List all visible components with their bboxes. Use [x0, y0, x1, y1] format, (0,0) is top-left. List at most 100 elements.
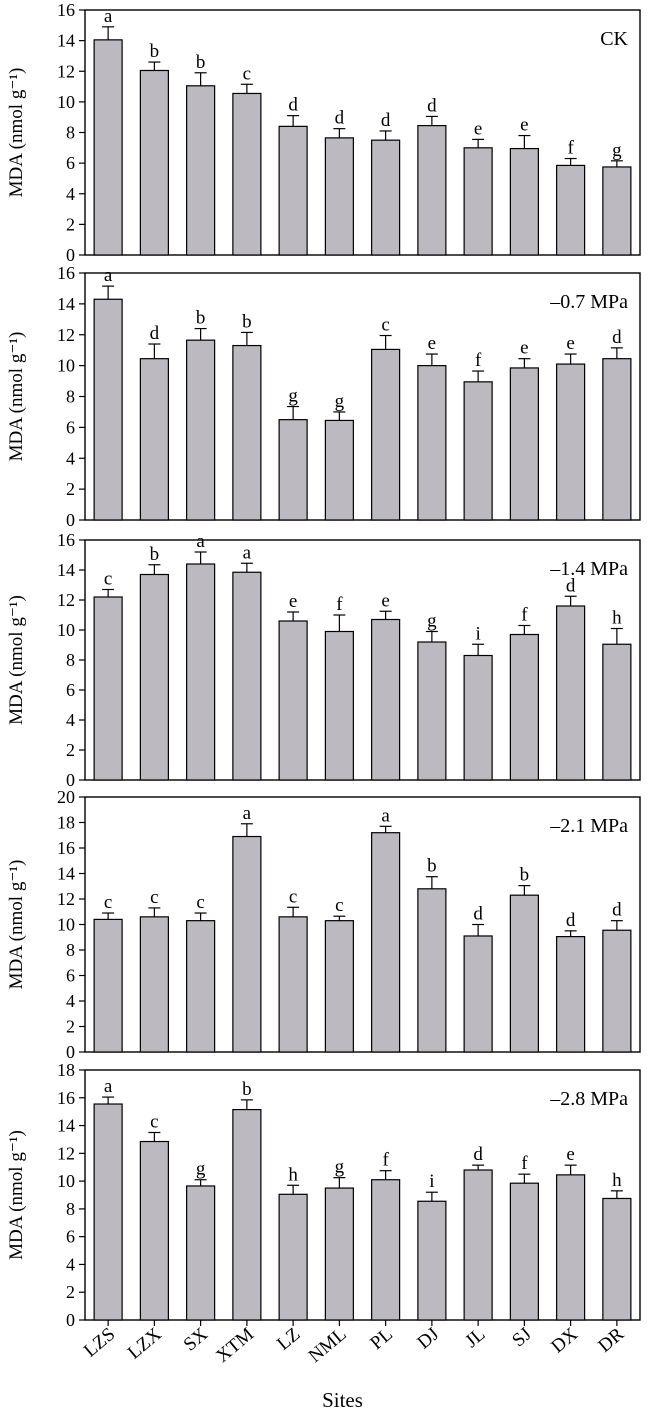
bar-2-JL [463, 654, 493, 781]
significance-letter-1-5: g [335, 391, 345, 412]
y-tick-label-4: 12 [57, 1143, 75, 1163]
y-tick-label-0: 12 [57, 61, 75, 81]
significance-letter-1-10: e [566, 333, 574, 354]
y-tick-label-1: 14 [57, 294, 75, 314]
bar-4-LZS [93, 1103, 123, 1321]
significance-letter-0-1: b [150, 41, 160, 62]
y-tick-label-3: 10 [57, 915, 75, 935]
significance-letter-3-7: b [427, 856, 437, 877]
x-tick-label-LZX: LZX [124, 1324, 166, 1364]
y-tick-label-2: 14 [57, 560, 75, 580]
y-tick-label-0: 4 [66, 184, 75, 204]
significance-letter-0-3: c [243, 63, 251, 84]
y-tick-label-2: 4 [66, 710, 75, 730]
bar-1-SJ [509, 367, 539, 521]
bar-0-DX [556, 164, 586, 256]
bar-0-XTM [232, 92, 262, 256]
y-tick-label-3: 18 [57, 813, 75, 833]
bar-3-NML [324, 920, 354, 1053]
y-tick-label-4: 2 [66, 1282, 75, 1302]
significance-letter-2-0: c [104, 569, 112, 590]
bar-1-PL [371, 348, 401, 521]
significance-letter-2-11: h [612, 608, 622, 629]
bar-4-DX [556, 1174, 586, 1321]
significance-letter-3-1: c [150, 887, 158, 908]
significance-letter-1-11: d [612, 327, 622, 348]
significance-letter-1-0: a [104, 265, 113, 286]
x-axis-label: Sites [322, 1388, 363, 1412]
significance-letter-0-6: d [381, 110, 391, 131]
bar-4-SJ [509, 1182, 539, 1321]
bar-2-SX [186, 563, 216, 781]
bar-1-DR [602, 358, 632, 521]
bar-2-DX [556, 605, 586, 781]
y-tick-label-0: 10 [57, 92, 75, 112]
significance-letter-0-2: b [196, 52, 206, 73]
y-tick-label-1: 2 [66, 479, 75, 499]
significance-letter-0-0: a [104, 6, 113, 27]
significance-letter-4-0: a [104, 1076, 113, 1097]
significance-letter-3-10: d [566, 910, 576, 931]
significance-letter-4-11: h [612, 1170, 622, 1191]
y-axis-label-1: MDA (nmol g⁻¹) [6, 332, 27, 462]
y-tick-label-3: 6 [66, 966, 75, 986]
bar-4-JL [463, 1169, 493, 1321]
bar-0-DJ [417, 125, 447, 256]
bar-0-SX [186, 85, 216, 256]
y-tick-label-1: 4 [66, 448, 75, 468]
significance-letter-1-7: e [428, 333, 436, 354]
bar-3-SX [186, 920, 216, 1053]
significance-letter-2-5: f [336, 594, 343, 615]
bar-4-NML [324, 1187, 354, 1321]
significance-letter-3-4: c [289, 886, 297, 907]
significance-letter-4-10: e [566, 1144, 574, 1165]
bar-3-SJ [509, 894, 539, 1053]
bar-0-LZS [93, 39, 123, 256]
significance-letter-4-6: f [382, 1150, 389, 1171]
y-tick-label-0: 14 [57, 31, 75, 51]
y-tick-label-1: 8 [66, 387, 75, 407]
bar-3-DJ [417, 888, 447, 1053]
bar-0-PL [371, 139, 401, 256]
bar-4-DJ [417, 1200, 447, 1321]
significance-letter-3-9: b [520, 865, 530, 886]
significance-letter-0-8: e [474, 118, 482, 139]
bar-2-SJ [509, 633, 539, 781]
panel-label-4: –2.8 MPa [549, 1088, 628, 1110]
bar-4-XTM [232, 1108, 262, 1321]
y-tick-label-1: 6 [66, 417, 75, 437]
y-tick-label-2: 12 [57, 590, 75, 610]
bar-2-LZS [93, 596, 123, 781]
significance-letter-2-1: b [150, 544, 160, 565]
y-tick-label-3: 0 [66, 1042, 75, 1062]
significance-letter-2-2: a [196, 531, 205, 552]
y-tick-label-3: 16 [57, 838, 75, 858]
y-tick-label-4: 0 [66, 1310, 75, 1330]
significance-letter-3-11: d [612, 900, 622, 921]
significance-letter-1-8: f [475, 350, 482, 371]
panel-label-0: CK [600, 28, 628, 50]
significance-letter-1-4: g [288, 386, 298, 407]
y-tick-label-3: 2 [66, 1017, 75, 1037]
bar-0-JL [463, 147, 493, 256]
significance-letter-2-10: d [566, 575, 576, 596]
y-tick-label-2: 2 [66, 740, 75, 760]
bar-2-DR [602, 643, 632, 781]
bar-3-XTM [232, 835, 262, 1053]
significance-letter-1-2: b [196, 308, 206, 329]
significance-letter-0-4: d [288, 95, 298, 116]
bar-1-SX [186, 339, 216, 521]
significance-letter-4-1: c [150, 1112, 158, 1133]
bar-0-DR [602, 166, 632, 256]
bar-1-NML [324, 419, 354, 521]
significance-letter-4-4: h [288, 1164, 298, 1185]
significance-letter-0-9: e [520, 115, 528, 136]
bar-0-NML [324, 137, 354, 256]
significance-letter-3-2: c [196, 892, 204, 913]
bar-2-PL [371, 618, 401, 781]
significance-letter-0-11: g [612, 140, 622, 161]
y-tick-label-4: 6 [66, 1227, 75, 1247]
significance-letter-3-3: a [243, 803, 252, 824]
significance-letter-3-5: c [335, 895, 343, 916]
significance-letter-0-10: f [567, 138, 574, 159]
